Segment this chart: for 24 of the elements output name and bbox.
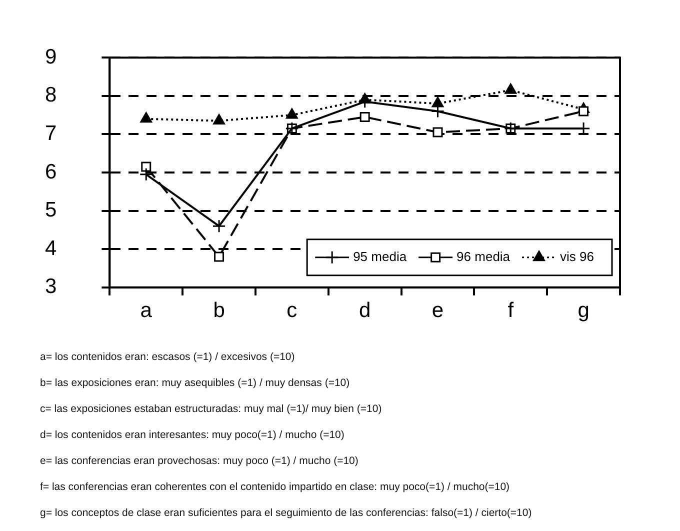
x-tick-label: f <box>508 298 514 322</box>
legend-label: 96 media <box>456 248 511 264</box>
y-tick-label: 6 <box>44 160 57 184</box>
y-tick-label: 8 <box>44 84 57 107</box>
text: g= los conceptos de clase eran suficientes para el seguimiento de las conferencias: falso(=1) / cierto(=10) <box>40 506 533 521</box>
text: c= las exposiciones estaban estructuradas: muy mal (=1)/ muy bien (=10) <box>40 402 383 417</box>
x-tick-label: g <box>578 298 590 322</box>
legend-label: 95 media <box>353 248 408 264</box>
legend-label: vis 96 <box>560 248 594 264</box>
x-tick-label: d <box>358 298 371 322</box>
y-tick-label: 7 <box>44 122 57 145</box>
y-tick-label: 9 <box>44 45 57 68</box>
y-tick-label: 5 <box>44 198 57 222</box>
text: d= los contenidos eran interesantes: muy poco(=1) / mucho (=10) <box>40 428 346 443</box>
x-tick-label: c <box>286 298 298 322</box>
text: e= las conferencias eran provechosas: muy poco (=1) / mucho (=10) <box>40 454 360 469</box>
x-tick-label: e <box>432 298 444 322</box>
y-tick-label: 3 <box>44 275 57 298</box>
y-tick-label: 4 <box>44 236 57 260</box>
x-tick-label: b <box>213 298 225 322</box>
text: a= los contenidos eran: escasos (=1) / excesivos (=10) <box>40 350 296 365</box>
text: b= las exposiciones eran: muy asequibles (=1) / muy densas (=10) <box>40 376 351 391</box>
text: f= las conferencias eran coherentes con el contenido impartido en clase: muy poco(=1) / mucho(=10) <box>40 480 511 495</box>
x-tick-label: a <box>140 298 152 322</box>
